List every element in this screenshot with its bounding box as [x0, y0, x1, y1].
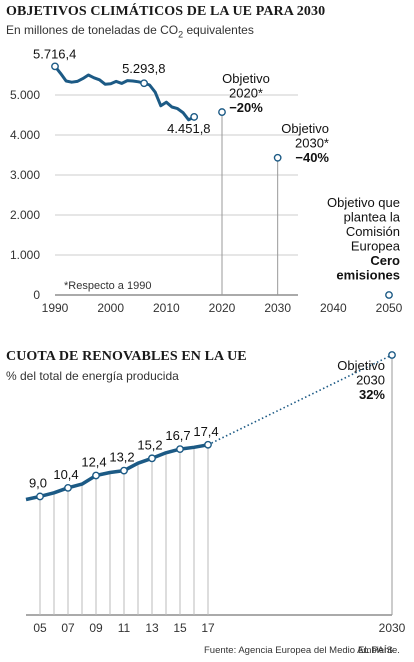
- target-label: Comisión: [346, 224, 400, 239]
- chart-2-subtitle: % del total de energía producida: [6, 369, 179, 383]
- x-tick-label: 15: [173, 621, 187, 635]
- target-value: −40%: [295, 150, 329, 165]
- data-point: [92, 471, 100, 480]
- target-value: Cero: [370, 253, 400, 268]
- data-label: 9,0: [29, 475, 47, 490]
- target-label: Objetivo: [222, 71, 270, 86]
- x-tick-label: 2040: [320, 301, 347, 315]
- y-tick-label: 3.000: [10, 168, 40, 182]
- x-tick-label: 11: [118, 621, 131, 635]
- chart-2-title: CUOTA DE RENOVABLES EN LA UE: [6, 349, 247, 364]
- x-tick-label: 2050: [376, 301, 403, 315]
- x-tick-label: 2030: [379, 621, 406, 635]
- footnote: *Respecto a 1990: [64, 280, 151, 292]
- x-tick-label: 2010: [153, 301, 180, 315]
- y-tick-label: 4.000: [10, 128, 40, 142]
- data-label: 16,7: [165, 428, 190, 443]
- credit: EL PAÍS: [358, 645, 393, 656]
- target-value: 32%: [359, 387, 385, 402]
- target-label: Objetivo: [337, 358, 385, 373]
- target-label: 2020*: [229, 86, 263, 101]
- data-point: [190, 113, 199, 121]
- data-point: [51, 62, 59, 71]
- x-tick-label: 17: [201, 621, 215, 635]
- data-label: 5.716,4: [33, 46, 76, 61]
- data-label: 10,4: [53, 467, 78, 482]
- chart-1-subtitle-sub: 2: [178, 29, 184, 40]
- data-label: 17,4: [193, 424, 218, 439]
- data-label: 12,4: [81, 455, 106, 470]
- target-point: [385, 291, 393, 299]
- chart-1-title: OBJETIVOS CLIMÁTICOS DE LA UE PARA 2030: [6, 4, 326, 19]
- data-label: 15,2: [137, 437, 162, 452]
- source-note: Fuente: Agencia Europea del Medio Ambien…: [204, 645, 400, 656]
- x-tick-label: 1990: [42, 301, 69, 315]
- data-label: 4.451,8: [167, 121, 210, 136]
- target-label: Objetivo que: [327, 195, 400, 210]
- target-label: plantea la: [344, 210, 401, 225]
- data-point: [120, 466, 128, 475]
- target-label: Objetivo: [281, 121, 329, 136]
- data-label: 13,2: [109, 450, 134, 465]
- emissions-chart: 0 1.000 2.000 3.000 4.000 5.000 1990 2000 2010 20…: [10, 46, 403, 315]
- y-tick-label: 2.000: [10, 208, 40, 222]
- data-point: [36, 492, 44, 501]
- chart-1-subtitle-text: En millones de toneladas de CO: [6, 23, 179, 37]
- data-point: [140, 79, 148, 88]
- x-tick-label: 2000: [97, 301, 124, 315]
- data-point: [176, 445, 184, 453]
- x-tick-label: 09: [89, 621, 103, 635]
- y-tick-label: 1.000: [10, 248, 40, 262]
- data-point: [204, 440, 212, 449]
- x-tick-label: 13: [145, 621, 159, 635]
- emissions-series-line: [53, 65, 195, 122]
- y-tick-label: 0: [33, 288, 40, 302]
- target-label: Europea: [351, 239, 401, 254]
- x-tick-label: 05: [33, 621, 47, 635]
- data-label: 5.293,8: [122, 61, 165, 76]
- chart-1-subtitle: En millones de toneladas de CO2 equivale…: [6, 23, 254, 39]
- target-point: [218, 108, 226, 116]
- y-tick-label: 5.000: [10, 88, 40, 102]
- target-point: [388, 351, 396, 359]
- target-value: emisiones: [336, 268, 400, 283]
- target-label: 2030: [356, 373, 385, 388]
- data-point: [148, 454, 156, 463]
- chart-1-subtitle-post: equivalentes: [183, 23, 254, 37]
- x-tick-label: 2030: [264, 301, 291, 315]
- target-value: −20%: [229, 100, 263, 115]
- x-tick-label: 07: [61, 621, 75, 635]
- target-label: 2030*: [295, 136, 329, 151]
- data-point: [64, 483, 72, 492]
- target-point: [273, 153, 282, 162]
- x-tick-label: 2020: [209, 301, 236, 315]
